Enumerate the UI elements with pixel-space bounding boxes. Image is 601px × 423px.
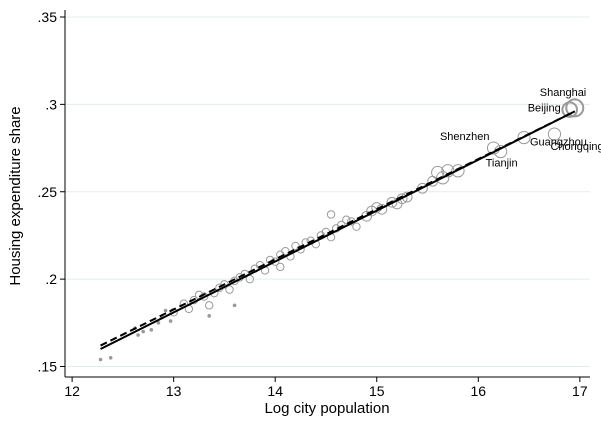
point <box>441 164 455 178</box>
point-label: Beijing <box>528 103 561 115</box>
point <box>451 164 465 178</box>
point-label: Guangzhou <box>530 137 587 149</box>
y-tick-label: .25 <box>38 184 58 200</box>
fit-line <box>100 110 576 350</box>
point <box>163 308 168 313</box>
y-tick-label: .15 <box>38 359 58 375</box>
point <box>207 314 211 318</box>
y-axis-title: Housing expenditure share <box>7 106 24 285</box>
y-tick-label: .2 <box>45 271 57 287</box>
x-tick-label: 16 <box>471 383 487 399</box>
point <box>281 246 290 256</box>
point <box>386 196 398 208</box>
point-label: Shenzhen <box>440 131 490 143</box>
y-tick-label: .35 <box>38 9 58 25</box>
point <box>517 130 531 145</box>
point <box>547 127 562 141</box>
point <box>149 328 154 332</box>
point-label: Chongqing <box>550 141 601 153</box>
x-tick-label: 13 <box>166 383 182 399</box>
x-tick-label: 17 <box>572 383 588 399</box>
point <box>156 321 161 325</box>
point <box>168 319 173 323</box>
point <box>436 171 450 185</box>
point <box>565 98 585 118</box>
point <box>204 301 214 310</box>
point <box>232 303 237 308</box>
x-axis-title: Log city population <box>264 400 389 417</box>
point <box>108 355 113 360</box>
point <box>561 101 578 118</box>
point <box>276 262 285 272</box>
x-tick-label: 14 <box>267 383 283 399</box>
y-tick-label: .3 <box>45 96 57 112</box>
point <box>245 274 255 284</box>
point <box>352 222 361 231</box>
point-label: Tianjin <box>486 158 518 170</box>
point <box>225 285 234 294</box>
point <box>98 357 103 362</box>
x-tick-label: 15 <box>369 383 385 399</box>
point <box>326 210 336 219</box>
x-tick-label: 12 <box>64 383 80 399</box>
point <box>141 329 145 334</box>
fit-line <box>100 110 576 347</box>
point <box>136 333 140 337</box>
point-label: Shanghai <box>540 87 587 99</box>
point <box>342 215 351 224</box>
